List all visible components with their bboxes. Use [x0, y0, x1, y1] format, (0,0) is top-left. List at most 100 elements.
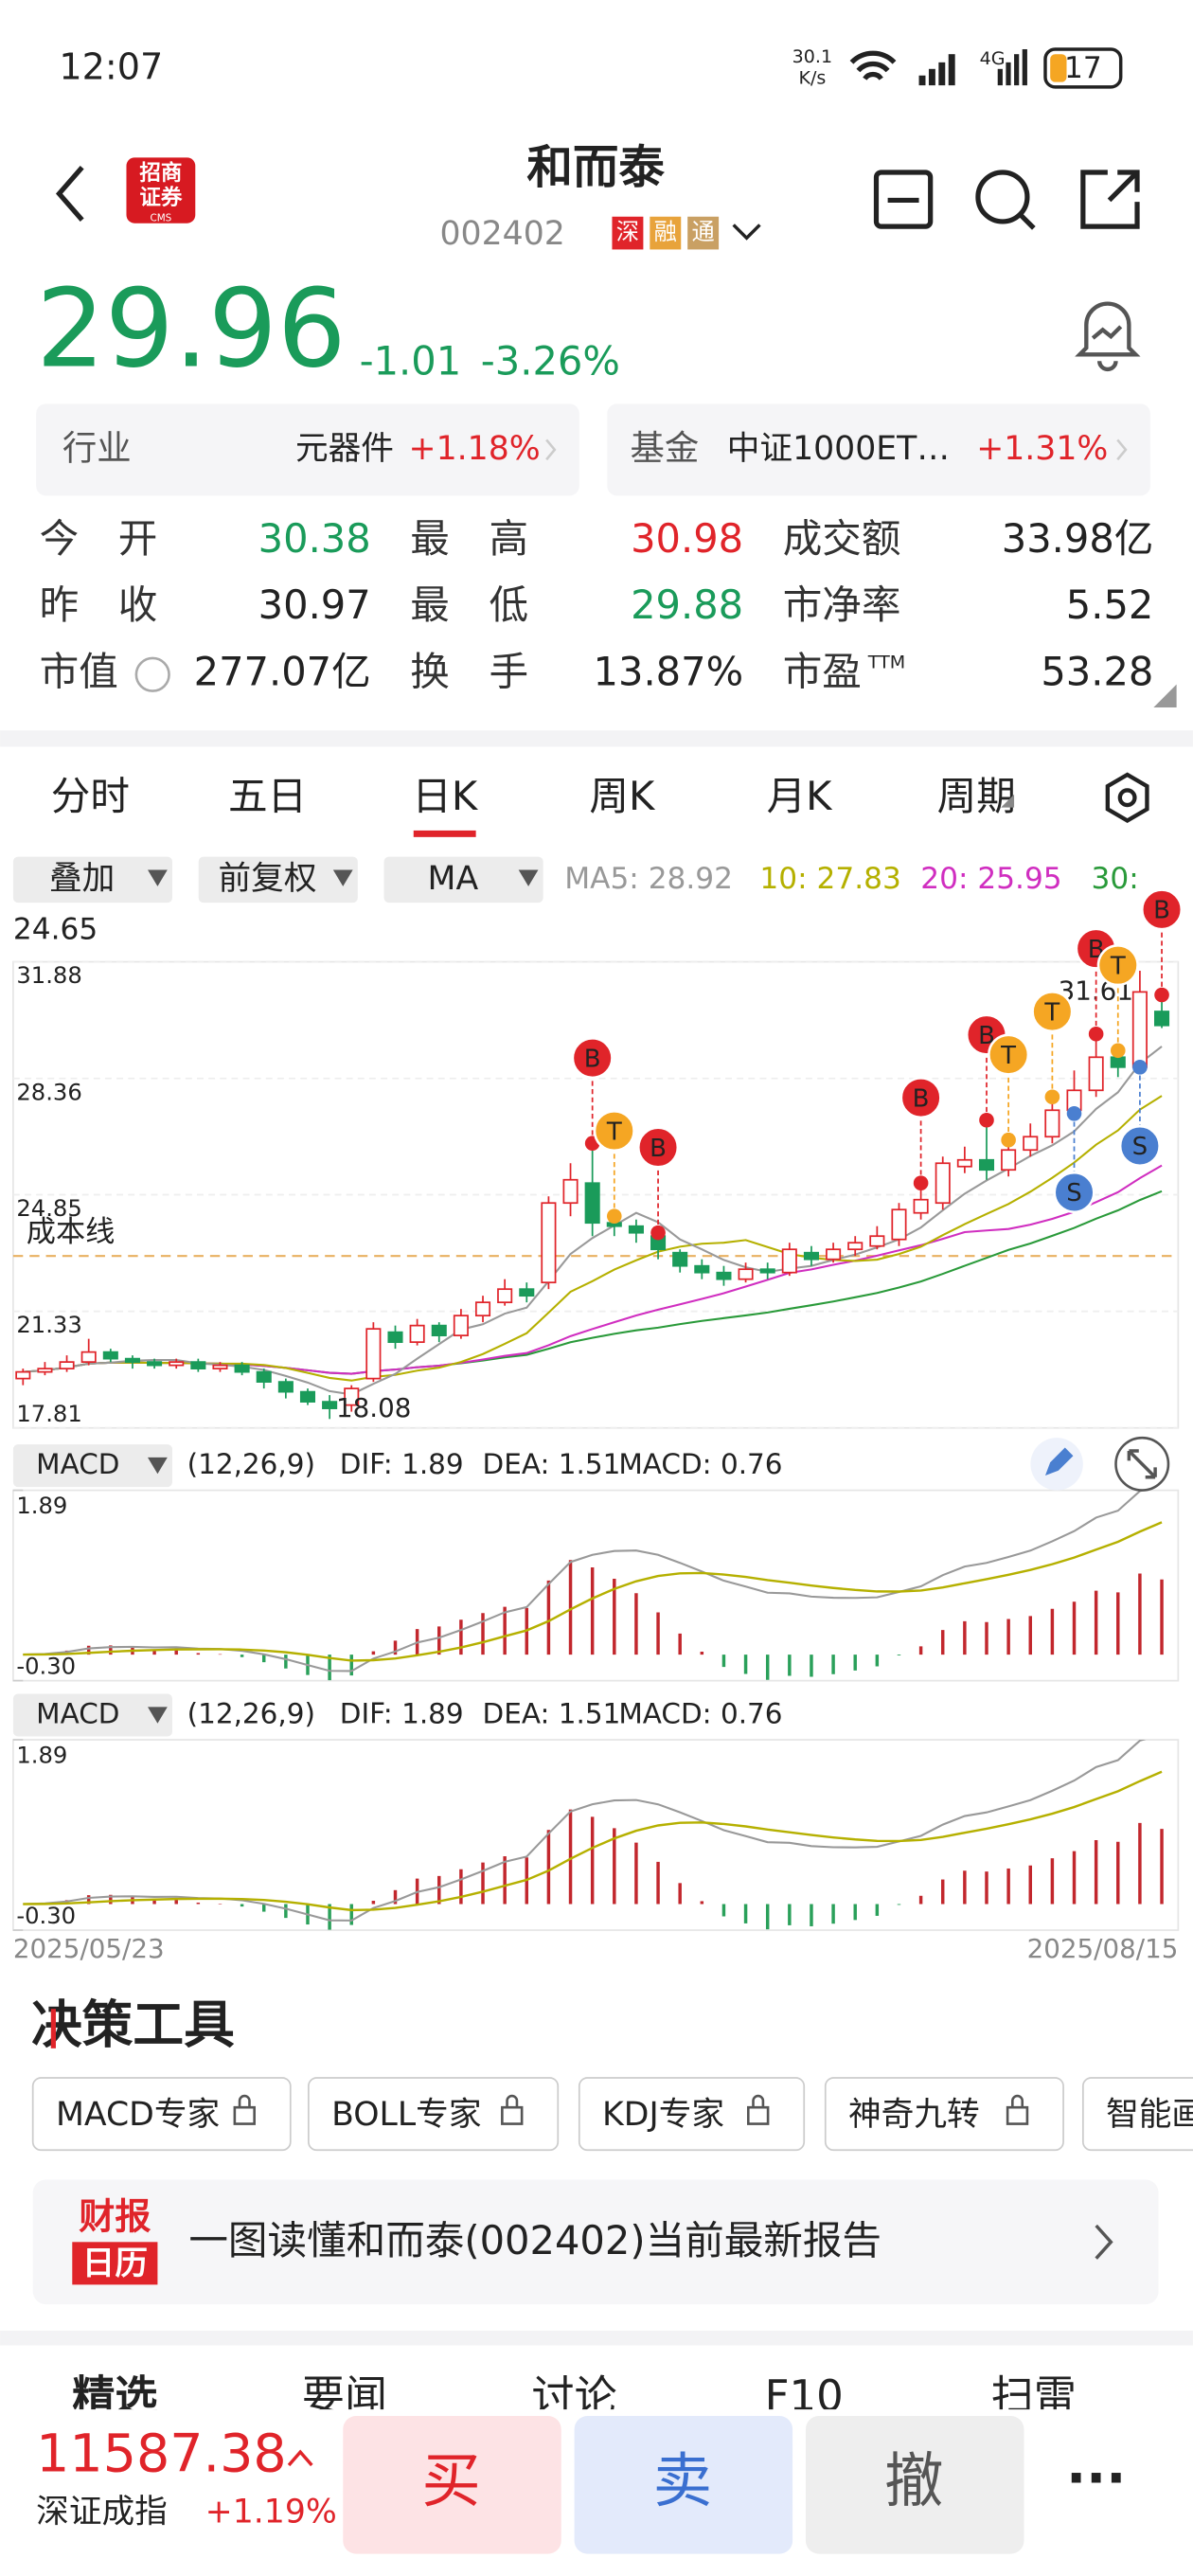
indicator-dropdown[interactable]: [12, 1444, 173, 1488]
logo-bottom: 证券: [139, 185, 183, 210]
sector-name: 中证1000ET…: [727, 430, 950, 468]
dropdown-label: 叠加: [49, 860, 115, 898]
tabs: 分时 五日 日K 周K 月K 周期: [51, 773, 1016, 819]
index-percent: +1.19%: [205, 2493, 337, 2531]
tab[interactable]: 周K: [589, 773, 656, 819]
sell-button[interactable]: [574, 2416, 793, 2554]
signal-badge[interactable]: [1140, 888, 1184, 931]
tool-chip[interactable]: [578, 2077, 806, 2152]
candle-body: [15, 1370, 31, 1380]
candle-body: [759, 1268, 775, 1274]
signal-label: B: [584, 1045, 601, 1073]
tab[interactable]: 周期: [937, 773, 1016, 819]
edit-icon: [1044, 1447, 1074, 1476]
stat-value: 29.88: [631, 581, 743, 628]
search-button[interactable]: [975, 170, 1030, 224]
signal-badge[interactable]: [636, 1126, 680, 1169]
time: 12:07: [59, 45, 163, 87]
cancel-button[interactable]: [805, 2416, 1024, 2554]
macd-plot: [23, 1740, 1164, 1930]
stat-value: 30.38: [258, 515, 371, 562]
candle-body: [826, 1248, 842, 1261]
dropdown-icon[interactable]: [732, 224, 761, 241]
settings-button[interactable]: [1105, 772, 1149, 824]
stat-label: 换 手: [410, 648, 528, 694]
info-icon[interactable]: [134, 656, 170, 692]
macd-legend: MACD: 0.76: [618, 1698, 782, 1730]
dropdown[interactable]: [383, 856, 543, 903]
indicator-params: (12,26,9): [187, 1448, 315, 1480]
sell-label: 卖: [653, 2446, 712, 2515]
sector-box[interactable]: [607, 403, 1150, 496]
signal-badge[interactable]: [1031, 991, 1074, 1033]
min-label: 18.08: [336, 1392, 411, 1423]
tool-chip[interactable]: [31, 2077, 292, 2152]
sector-box[interactable]: [36, 403, 579, 496]
candle-body: [978, 1158, 995, 1172]
stat-value: 5.52: [1066, 581, 1154, 628]
badge: 深: [616, 218, 639, 245]
tab[interactable]: 分时: [51, 773, 130, 819]
candle-body: [212, 1364, 228, 1369]
candle-body: [628, 1225, 644, 1234]
signal-badge[interactable]: [1096, 944, 1139, 987]
tool-chip-label: 神奇九转: [848, 2096, 980, 2134]
signal-label: B: [978, 1022, 995, 1050]
signal-badge[interactable]: [1053, 1171, 1095, 1214]
dropdown[interactable]: [198, 856, 358, 903]
dif-legend: DIF: 1.89: [340, 1698, 464, 1730]
expand-button[interactable]: [1114, 1436, 1170, 1492]
net-unit: K/s: [798, 68, 826, 89]
candle-body: [584, 1182, 600, 1225]
tool-chip[interactable]: [307, 2077, 560, 2152]
stat-label: 市盈: [783, 648, 862, 694]
y-tick-label: -0.30: [16, 1653, 76, 1680]
signal-dot: [979, 1112, 994, 1128]
candle-body: [781, 1248, 797, 1274]
candle-body: [147, 1361, 163, 1367]
signal-label: T: [1110, 952, 1126, 980]
candle-body: [1044, 1109, 1060, 1138]
signal-badge[interactable]: [571, 1037, 614, 1080]
share-button[interactable]: [1080, 170, 1140, 229]
tool-chip-label: KDJ专家: [602, 2096, 724, 2134]
candle-body: [102, 1351, 118, 1360]
tool-chip[interactable]: [1081, 2077, 1193, 2152]
more-button[interactable]: ···: [1066, 2448, 1126, 2509]
tab[interactable]: 日K: [412, 773, 479, 819]
dropdown-arrow: [148, 1457, 168, 1475]
alert-button[interactable]: [1075, 301, 1141, 372]
dropdown[interactable]: [12, 856, 173, 903]
dif-legend: DIF: 1.89: [340, 1448, 464, 1480]
indicator-name: MACD: [36, 1698, 119, 1730]
report-card[interactable]: [32, 2179, 1159, 2305]
tab-indicator: [413, 830, 476, 837]
stat-label: 昨 收: [40, 581, 158, 628]
tab[interactable]: 五日: [228, 773, 307, 819]
report-badge: 财报: [79, 2196, 151, 2238]
buy-button[interactable]: [343, 2416, 561, 2554]
candle-body: [431, 1324, 447, 1337]
index-value: 11587.38: [36, 2424, 287, 2484]
signal-badge[interactable]: [988, 1033, 1030, 1076]
signal-dot: [913, 1175, 929, 1190]
wifi-icon: [849, 50, 897, 80]
signal-badge[interactable]: [593, 1109, 635, 1153]
candle-body: [124, 1357, 140, 1363]
candle-body: [891, 1208, 907, 1241]
minus-button[interactable]: [873, 170, 934, 229]
tab[interactable]: 月K: [767, 773, 834, 819]
signal-badge[interactable]: [899, 1076, 942, 1119]
signal-label: S: [1066, 1179, 1082, 1208]
stat-label: 成交额: [783, 515, 901, 562]
signal-label: B: [650, 1135, 667, 1163]
signal-badge[interactable]: [1118, 1124, 1161, 1168]
chevron: [1095, 2224, 1113, 2260]
candle-body: [256, 1370, 272, 1383]
back-button[interactable]: [55, 166, 84, 222]
tool-chip[interactable]: [824, 2077, 1064, 2152]
indicator-dropdown[interactable]: [12, 1693, 173, 1737]
dropdown-arrow: [518, 869, 539, 886]
